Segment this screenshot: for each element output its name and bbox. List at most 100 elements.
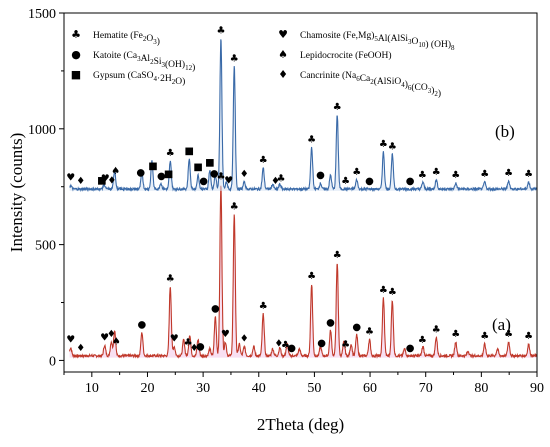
legend-label: Lepidocrocite (FeOOH) [300, 50, 392, 61]
peak-marker: ♣ [230, 202, 239, 213]
peak-marker: ♥ [66, 173, 75, 184]
x-tick-label: 10 [85, 381, 99, 396]
peak-marker: ● [317, 338, 326, 349]
peak-marker: ♦ [76, 343, 85, 354]
peak-marker: ♥ [224, 175, 233, 186]
peak-marker: ♣ [418, 170, 427, 181]
y-tick-label: 1000 [28, 123, 56, 138]
peak-marker: ● [136, 167, 145, 178]
peak-marker: ♦ [76, 176, 85, 187]
peak-marker: ♣ [281, 340, 290, 351]
peak-marker: ♥ [100, 332, 109, 343]
peak-marker: ♣ [307, 271, 316, 282]
peak-marker: ♣ [388, 141, 397, 152]
peak-marker: ♣ [230, 53, 239, 64]
series-layer [69, 39, 538, 360]
x-tick-label: 30 [196, 381, 210, 396]
peak-marker: ♣ [504, 329, 513, 340]
peak-marker: ♣ [388, 287, 397, 298]
plot-background [64, 13, 537, 372]
peak-marker: ♣ [451, 170, 460, 181]
legend: ♣ Hematite (Fe2O3) ♥ Chamosite (Fe,Mg)5Al(A… [71, 28, 455, 99]
x-tick-label: 20 [140, 381, 154, 396]
peak-marker: ♣ [341, 176, 350, 187]
peak-marker: ♥ [66, 335, 75, 346]
peak-marker: ● [199, 176, 208, 187]
peak-marker: ♣ [277, 174, 286, 185]
legend-symbol: ■ [71, 68, 81, 81]
x-tick-label: 50 [307, 381, 321, 396]
series-line-1 [69, 39, 538, 193]
peak-marker: ♦ [271, 176, 280, 187]
peak-marker: ● [210, 169, 219, 180]
panel-label-a: (a) [492, 315, 511, 334]
peak-marker: ♣ [418, 335, 427, 346]
peak-marker: ♠ [112, 336, 121, 347]
legend-label: Gypsum (CaSO4·2H2O) [93, 70, 185, 87]
legend-symbol: ♠ [278, 48, 288, 61]
peak-marker: ♦ [107, 329, 116, 340]
peak-marker: ♣ [333, 102, 342, 113]
peak-marker: ♣ [379, 139, 388, 150]
x-tick-label: 90 [530, 381, 544, 396]
peak-marker: ♣ [352, 167, 361, 178]
peak-marker: ♦ [190, 343, 199, 354]
peak-marker: ♣ [184, 338, 193, 349]
peak-marker: ♣ [259, 155, 268, 166]
plot-area [64, 13, 537, 372]
peak-marker: ■ [164, 169, 173, 180]
peak-marker: ♣ [480, 169, 489, 180]
peak-marker: ● [316, 170, 325, 181]
axes: 10 20 30 40 50 60 70 80 90 0 500 1000 1500 [28, 7, 544, 396]
peak-marker: ♦ [274, 338, 283, 349]
legend-symbol: ♥ [278, 28, 288, 41]
peak-marker: ♣ [504, 168, 513, 179]
peak-markers: ♥♦♥♦♠●♣♥ ♣♦●●♣♥♣♦♣♦♣●♣●●♣♣● ♣♣ ♣●♣♣ ♣ ♣ ♣ ♣♥ ♦ ■♥… [66, 25, 533, 353]
peak-marker: ● [287, 343, 296, 354]
peak-marker: ● [406, 176, 415, 187]
peak-marker: ♣ [166, 273, 175, 284]
peak-marker: ♣ [259, 301, 268, 312]
legend-symbol: ● [71, 48, 81, 61]
peak-marker: ● [138, 320, 147, 331]
peak-marker: ■ [184, 146, 193, 157]
peak-marker: ♥ [101, 174, 110, 185]
peak-marker: ♦ [107, 176, 116, 187]
legend-label: Hematite (Fe2O3) [93, 30, 160, 47]
peak-marker: ♥ [170, 333, 179, 344]
y-tick-label: 1500 [28, 7, 56, 22]
panel-label-b: (b) [495, 122, 515, 141]
peak-marker: ♣ [480, 331, 489, 342]
peak-marker: ● [352, 322, 361, 333]
peak-marker: ● [157, 171, 166, 182]
peak-marker: ♣ [451, 329, 460, 340]
y-tick-label: 500 [35, 239, 56, 254]
peak-marker: ■ [97, 176, 106, 187]
x-axis-title: 2Theta (deg) [257, 415, 344, 434]
peak-marker: ♣ [432, 167, 441, 178]
peak-marker: ♣ [216, 171, 225, 182]
peak-marker: ♠ [111, 166, 120, 177]
y-axis-title: Intensity (counts) [7, 133, 26, 252]
peak-marker: ♣ [333, 250, 342, 261]
peak-marker: ■ [148, 161, 157, 172]
series-line-0 [69, 185, 537, 360]
x-tick-label: 60 [363, 381, 377, 396]
x-tick-label: 40 [252, 381, 266, 396]
peak-marker: ♣ [524, 169, 533, 180]
legend-label: Cancrinite (Na6Ca2(AlSiO4)6(CO3)2) [300, 70, 441, 99]
peak-marker: ♦ [240, 334, 249, 345]
peak-marker: ● [196, 341, 205, 352]
legend-symbol: ♣ [71, 28, 81, 41]
peak-marker: ● [326, 317, 335, 328]
peak-marker: ♣ [307, 134, 316, 145]
peak-marker: ♥ [221, 329, 230, 340]
y-tick-label: 0 [49, 354, 56, 369]
legend-label: Chamosite (Fe,Mg)5Al(AlSi3O10) (OH)8 [300, 30, 455, 52]
x-tick-label: 80 [474, 381, 488, 396]
peak-marker: ● [406, 343, 415, 354]
peak-marker: ♦ [240, 169, 249, 180]
peak-marker: ♣ [379, 285, 388, 296]
plot-frame [63, 12, 538, 373]
